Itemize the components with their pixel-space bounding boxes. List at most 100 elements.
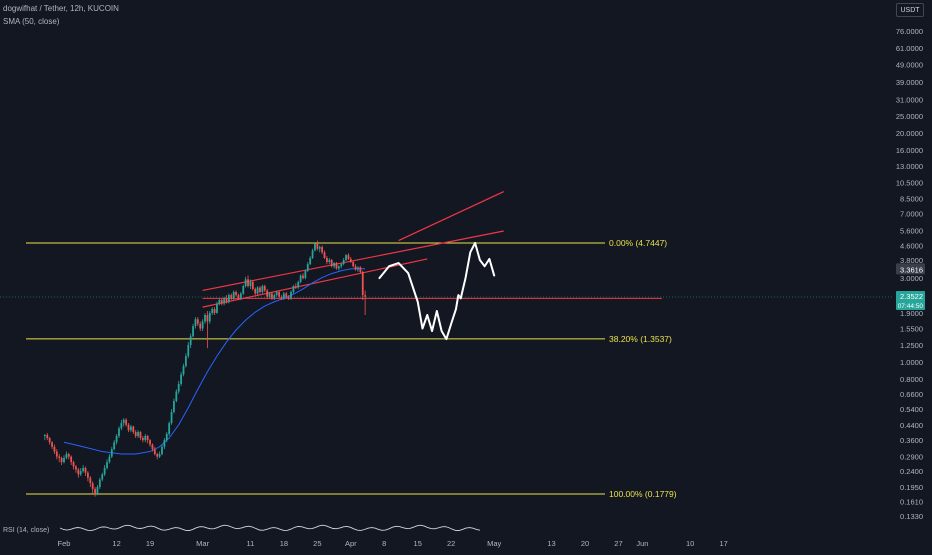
candle[interactable]: [218, 300, 221, 304]
candle[interactable]: [278, 291, 280, 297]
sma-line[interactable]: [63, 267, 366, 455]
candle[interactable]: [101, 474, 104, 480]
candle[interactable]: [211, 309, 214, 313]
candle[interactable]: [201, 321, 204, 329]
candle[interactable]: [271, 293, 273, 299]
candle[interactable]: [335, 263, 338, 269]
candle[interactable]: [122, 419, 125, 424]
candle[interactable]: [347, 255, 350, 259]
candle[interactable]: [352, 262, 355, 267]
candle[interactable]: [187, 344, 190, 357]
sma-indicator-label[interactable]: SMA (50, close): [3, 17, 60, 26]
candle[interactable]: [141, 438, 144, 441]
candle[interactable]: [287, 296, 290, 299]
candle[interactable]: [158, 454, 161, 457]
candle[interactable]: [177, 384, 180, 392]
candle[interactable]: [208, 312, 211, 322]
candle[interactable]: [182, 365, 185, 375]
candle[interactable]: [316, 243, 319, 249]
candle[interactable]: [189, 336, 192, 345]
candle[interactable]: [232, 291, 235, 299]
candle[interactable]: [213, 309, 216, 313]
candle[interactable]: [261, 286, 264, 292]
candle[interactable]: [82, 467, 85, 472]
candle[interactable]: [132, 426, 135, 433]
candle[interactable]: [146, 435, 149, 441]
candle[interactable]: [326, 257, 328, 263]
candle[interactable]: [228, 295, 230, 302]
candle[interactable]: [65, 454, 68, 458]
candle[interactable]: [299, 275, 302, 282]
candle[interactable]: [340, 264, 343, 267]
candle[interactable]: [342, 259, 345, 265]
candle[interactable]: [285, 293, 288, 297]
candle[interactable]: [268, 293, 271, 297]
channel-projection-line[interactable]: [398, 191, 505, 242]
candle[interactable]: [137, 432, 139, 436]
candle[interactable]: [110, 449, 113, 457]
candle[interactable]: [163, 440, 166, 447]
candle[interactable]: [89, 477, 92, 484]
candle[interactable]: [156, 454, 159, 457]
candle[interactable]: [220, 300, 223, 304]
candle[interactable]: [84, 467, 87, 473]
candle[interactable]: [249, 281, 252, 287]
candle[interactable]: [314, 243, 316, 251]
candle[interactable]: [75, 466, 77, 470]
candle[interactable]: [294, 286, 297, 288]
candle[interactable]: [153, 449, 156, 455]
candle[interactable]: [98, 479, 101, 487]
candle[interactable]: [251, 281, 254, 289]
candle[interactable]: [256, 287, 259, 294]
candle[interactable]: [130, 426, 132, 431]
candle[interactable]: [275, 291, 278, 296]
candle[interactable]: [242, 286, 245, 294]
candle[interactable]: [206, 314, 209, 322]
candle[interactable]: [311, 250, 314, 258]
candle[interactable]: [247, 279, 249, 287]
candle[interactable]: [302, 275, 304, 279]
candle[interactable]: [223, 298, 226, 304]
candle[interactable]: [361, 271, 364, 296]
candle[interactable]: [330, 259, 333, 267]
channel-lower-line[interactable]: [202, 258, 428, 308]
candle[interactable]: [196, 319, 199, 324]
candle[interactable]: [139, 432, 142, 439]
candle[interactable]: [170, 412, 173, 424]
candle[interactable]: [194, 319, 197, 327]
candle[interactable]: [244, 279, 247, 287]
candle[interactable]: [60, 457, 63, 463]
candle[interactable]: [91, 483, 94, 489]
candle[interactable]: [328, 259, 331, 263]
candle[interactable]: [113, 442, 116, 450]
candle[interactable]: [96, 486, 99, 494]
candle[interactable]: [51, 442, 53, 447]
candle[interactable]: [165, 433, 168, 441]
candle[interactable]: [58, 456, 61, 458]
candle[interactable]: [118, 428, 120, 436]
rsi-label[interactable]: RSI (14, close): [3, 527, 49, 534]
candle[interactable]: [263, 286, 266, 291]
candle[interactable]: [337, 266, 340, 269]
candle[interactable]: [180, 374, 183, 385]
candle[interactable]: [175, 391, 178, 402]
candle[interactable]: [364, 295, 367, 297]
candle[interactable]: [149, 440, 151, 445]
candle[interactable]: [79, 471, 82, 475]
currency-button[interactable]: USDT: [896, 3, 924, 17]
candle[interactable]: [125, 419, 128, 425]
channel-upper-line[interactable]: [202, 230, 504, 292]
candle[interactable]: [237, 295, 240, 299]
candle[interactable]: [63, 457, 65, 463]
candle[interactable]: [70, 456, 73, 463]
candle[interactable]: [144, 435, 147, 441]
candle[interactable]: [321, 247, 324, 253]
candle[interactable]: [168, 423, 171, 434]
candle[interactable]: [259, 287, 261, 292]
candle[interactable]: [67, 454, 70, 457]
candle[interactable]: [55, 451, 58, 457]
candle[interactable]: [94, 488, 96, 494]
candle[interactable]: [43, 434, 46, 436]
candle[interactable]: [323, 252, 326, 258]
